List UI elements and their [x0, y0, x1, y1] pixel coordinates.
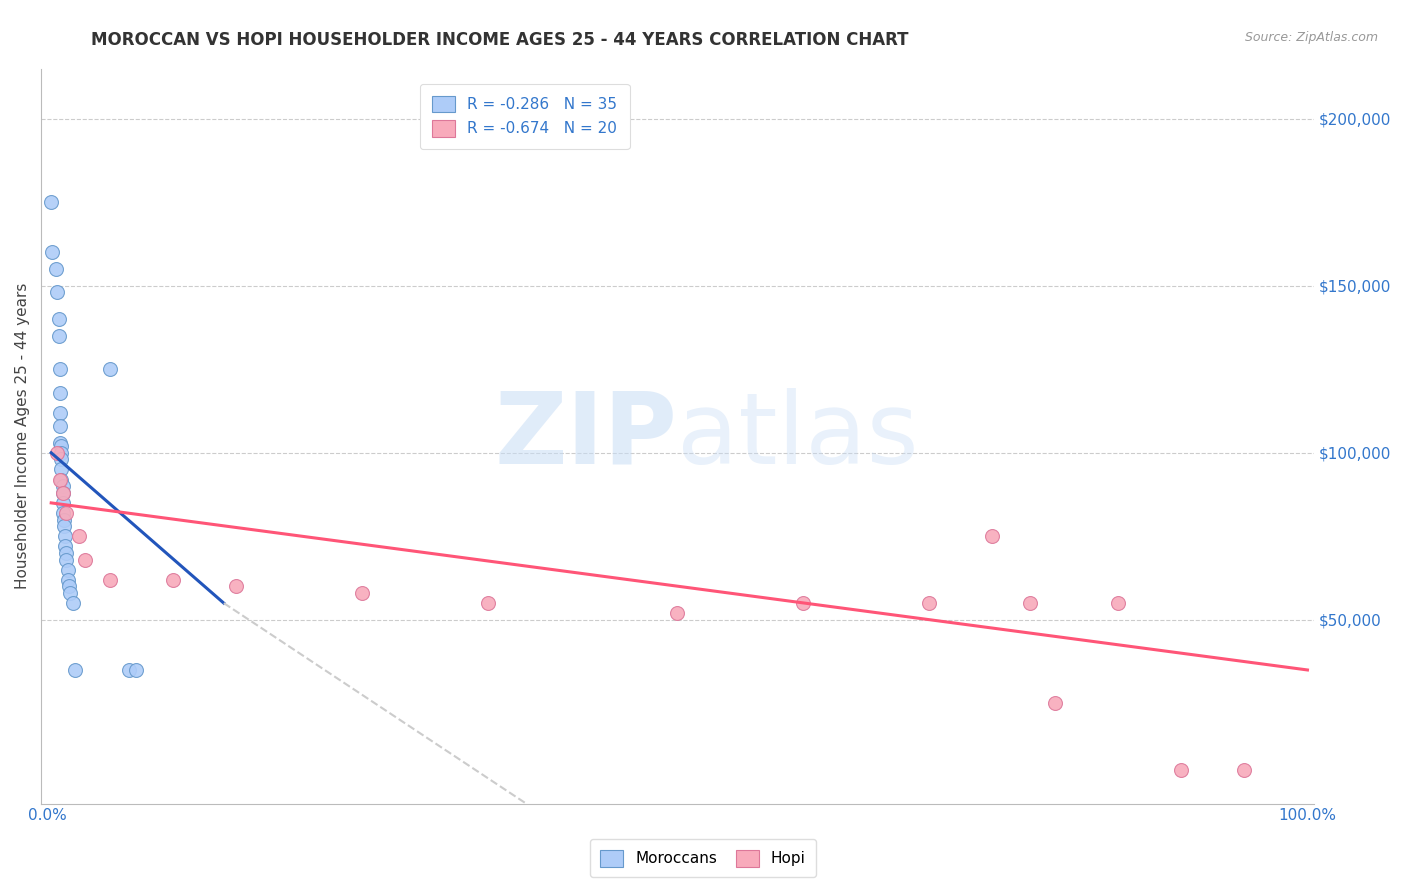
Text: MOROCCAN VS HOPI HOUSEHOLDER INCOME AGES 25 - 44 YEARS CORRELATION CHART: MOROCCAN VS HOPI HOUSEHOLDER INCOME AGES… — [91, 31, 908, 49]
Point — [100, 362, 122, 376]
Point — [55, 546, 77, 560]
Point — [49, 435, 72, 450]
Point — [48, 328, 70, 343]
Point — [67, 529, 90, 543]
Point — [1107, 596, 1129, 610]
Point — [62, 596, 84, 610]
Legend: R = -0.286   N = 35, R = -0.674   N = 20: R = -0.286 N = 35, R = -0.674 N = 20 — [420, 84, 630, 149]
Point — [56, 563, 79, 577]
Point — [52, 513, 75, 527]
Point — [1233, 763, 1256, 777]
Point — [1045, 697, 1067, 711]
Legend: Moroccans, Hopi: Moroccans, Hopi — [589, 839, 817, 877]
Point — [51, 473, 73, 487]
Point — [49, 473, 72, 487]
Point — [100, 573, 122, 587]
Point — [666, 606, 689, 620]
Text: Source: ZipAtlas.com: Source: ZipAtlas.com — [1244, 31, 1378, 45]
Point — [118, 663, 141, 677]
Point — [56, 573, 79, 587]
Point — [49, 385, 72, 400]
Point — [52, 519, 75, 533]
Point — [1019, 596, 1042, 610]
Point — [792, 596, 814, 610]
Point — [53, 529, 76, 543]
Point — [59, 586, 82, 600]
Point — [51, 452, 73, 467]
Point — [981, 529, 1004, 543]
Text: atlas: atlas — [678, 387, 920, 484]
Point — [63, 663, 86, 677]
Point — [51, 479, 73, 493]
Point — [162, 573, 184, 587]
Point — [225, 579, 247, 593]
Point — [51, 486, 73, 500]
Point — [55, 506, 77, 520]
Point — [1170, 763, 1192, 777]
Point — [51, 486, 73, 500]
Point — [124, 663, 146, 677]
Point — [51, 439, 73, 453]
Point — [477, 596, 499, 610]
Point — [48, 312, 70, 326]
Point — [58, 579, 80, 593]
Point — [41, 245, 63, 260]
Point — [49, 419, 72, 434]
Point — [45, 262, 67, 277]
Point — [39, 195, 62, 210]
Point — [53, 539, 76, 553]
Point — [46, 446, 69, 460]
Point — [918, 596, 941, 610]
Point — [51, 462, 73, 476]
Point — [55, 552, 77, 566]
Point — [51, 506, 73, 520]
Text: ZIP: ZIP — [495, 387, 678, 484]
Point — [46, 285, 69, 300]
Point — [51, 446, 73, 460]
Point — [49, 406, 72, 420]
Point — [51, 496, 73, 510]
Y-axis label: Householder Income Ages 25 - 44 years: Householder Income Ages 25 - 44 years — [15, 283, 30, 590]
Point — [352, 586, 374, 600]
Point — [75, 552, 97, 566]
Point — [49, 362, 72, 376]
